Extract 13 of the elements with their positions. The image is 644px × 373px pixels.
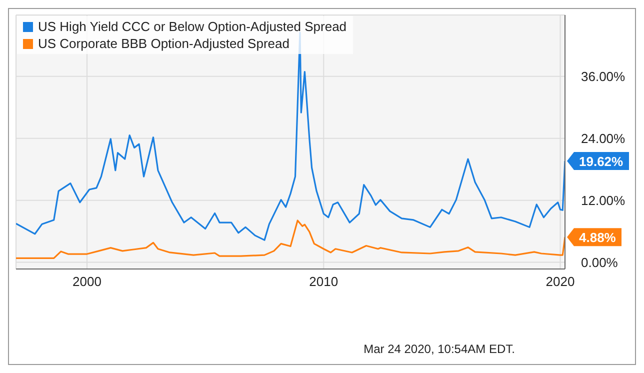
legend-label: US Corporate BBB Option-Adjusted Spread bbox=[38, 35, 290, 52]
y-tick-label: 0.00% bbox=[581, 254, 618, 270]
line-series bbox=[16, 220, 565, 259]
legend-label: US High Yield CCC or Below Option-Adjusted Spread bbox=[38, 18, 347, 35]
data-label: 19.62% bbox=[579, 154, 624, 169]
x-tick-label: 2000 bbox=[72, 274, 102, 290]
y-tick-label: 36.00% bbox=[581, 69, 626, 84]
x-tick-label: 2020 bbox=[546, 274, 575, 290]
y-tick-label: 24.00% bbox=[581, 131, 626, 146]
text: Mar 24 2020, 10:54AM EDT. bbox=[364, 342, 515, 356]
y-tick-label: 12.00% bbox=[581, 192, 626, 208]
data-label: 4.88% bbox=[579, 230, 616, 246]
x-tick-label: 2010 bbox=[309, 274, 338, 290]
